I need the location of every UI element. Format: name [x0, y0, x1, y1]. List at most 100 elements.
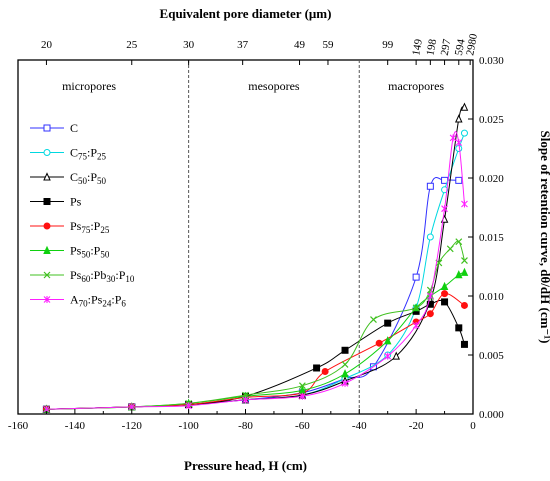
data-point [446, 245, 454, 253]
data-point [426, 310, 434, 318]
top-tick-label: 198 [424, 38, 439, 57]
data-point [455, 324, 463, 332]
data-point [426, 182, 434, 190]
data-point [185, 402, 193, 410]
data-point [460, 102, 469, 111]
x-axis-title: Pressure head, H (cm) [184, 458, 307, 473]
legend-marker [43, 296, 51, 303]
series-line [46, 299, 465, 410]
x-tick-label: -140 [65, 420, 86, 432]
legend-label: C50:P50 [70, 170, 107, 186]
data-point [384, 352, 392, 360]
series-0 [42, 176, 463, 413]
legend-marker [43, 222, 51, 230]
data-point [341, 369, 349, 378]
data-point [454, 270, 463, 279]
region-label: macropores [388, 79, 444, 93]
legend-label: C75:P25 [70, 146, 107, 162]
x-tick-label: -40 [352, 420, 367, 432]
data-point [242, 396, 249, 404]
data-point [370, 316, 377, 324]
legend-item: C75:P25 [30, 146, 107, 162]
data-point [455, 238, 463, 246]
y-tick-label: 0.025 [479, 114, 504, 126]
data-point [461, 200, 468, 208]
legend-label: Ps75:P25 [70, 219, 110, 235]
legend-label: C [70, 121, 78, 135]
series-line [46, 271, 465, 410]
legend-marker [43, 271, 51, 279]
legend-marker [43, 245, 51, 254]
x-tick-label: -80 [238, 420, 253, 432]
series-7 [43, 131, 468, 413]
data-point [298, 392, 306, 400]
series-line [46, 132, 465, 410]
axes-layer: -160 -140 -120 -100 -80 -60 -40 -20 00.000 0.005 0… [8, 32, 504, 432]
data-point [313, 364, 321, 372]
top-tick-label: 49 [294, 39, 306, 51]
top-tick-label: 149 [410, 38, 425, 57]
data-point [383, 336, 392, 345]
top-tick-label: 25 [126, 39, 138, 51]
data-point [375, 339, 383, 347]
data-point [460, 267, 469, 276]
y-tick-label: 0.000 [479, 409, 504, 421]
top-tick-label: 594 [453, 38, 468, 57]
series-6 [43, 238, 468, 413]
data-point [460, 340, 468, 348]
data-point [412, 273, 420, 281]
top-tick-label: 37 [237, 39, 249, 51]
x-tick-label: -160 [8, 420, 29, 432]
y-tick-label: 0.010 [479, 291, 504, 303]
top-tick-label: 99 [382, 39, 394, 51]
series-line [46, 131, 465, 410]
data-point [461, 257, 468, 265]
data-point [455, 176, 463, 184]
top-tick-label: 297 [439, 38, 454, 57]
top-tick-label: 20 [41, 39, 53, 51]
data-point [449, 134, 457, 142]
series-layer [42, 102, 469, 413]
region-label: mesopores [248, 79, 300, 93]
data-point [426, 292, 434, 300]
legend-label: A70:Ps24:P6 [70, 293, 126, 309]
top-tick-label: 59 [322, 39, 334, 51]
legend-item: Ps60:Pb30:P10 [30, 268, 135, 284]
data-point [460, 129, 468, 137]
legend-item: C [30, 121, 78, 135]
legend-marker [43, 198, 51, 205]
plot-frame [17, 59, 474, 415]
data-point [454, 114, 463, 123]
data-point [412, 322, 420, 329]
top-tick-label: 2980 [464, 32, 480, 56]
y-tick-label: 0.005 [479, 350, 504, 362]
legend-item: A70:Ps24:P6 [30, 293, 126, 309]
data-point [298, 382, 306, 390]
legend-label: Ps50:P50 [70, 244, 110, 260]
data-point [426, 233, 434, 241]
region-label: micropores [62, 79, 116, 93]
data-point [412, 304, 420, 312]
x-tick-label: 0 [470, 420, 476, 432]
divider-layer: micropores mesopores macropores [62, 60, 444, 414]
data-point [341, 346, 349, 354]
data-point [441, 290, 449, 298]
legend-label: Ps60:Pb30:P10 [70, 268, 135, 284]
data-point [392, 351, 401, 360]
data-point [441, 186, 449, 194]
legend-item: Ps75:P25 [30, 219, 110, 235]
legend-marker [43, 124, 51, 132]
legend-marker [43, 149, 51, 156]
data-point [440, 281, 449, 291]
legend-item: C50:P50 [30, 170, 107, 186]
y-tick-label: 0.015 [479, 232, 504, 244]
data-point [441, 298, 449, 306]
top-tick-label: 30 [183, 39, 195, 51]
data-point [441, 205, 448, 213]
x-tick-label: -20 [409, 420, 424, 432]
data-point [384, 319, 392, 327]
data-point [455, 139, 463, 147]
data-point [460, 301, 468, 309]
y-tick-label: 0.020 [479, 173, 504, 185]
data-point [341, 361, 349, 368]
